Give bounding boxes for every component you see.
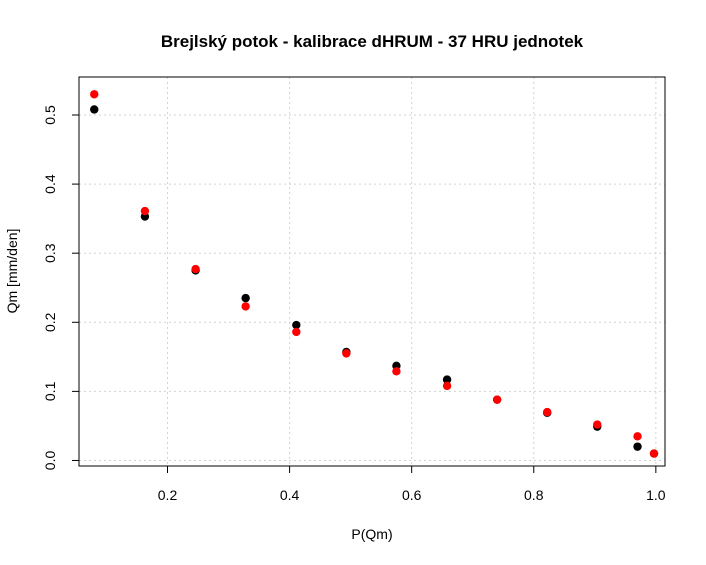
data-point-black <box>442 375 452 384</box>
y-tick-label: 0.5 <box>42 105 58 125</box>
data-point-black <box>90 105 99 114</box>
x-tick-label: 0.6 <box>402 487 422 503</box>
data-point-red <box>292 327 301 337</box>
data-point-red <box>542 407 552 417</box>
data-point-red <box>191 264 200 274</box>
data-point-red <box>392 367 401 376</box>
y-tick-label: 0.1 <box>42 381 58 401</box>
y-tick-label: 0.4 <box>42 174 58 194</box>
x-tick-label: 0.8 <box>524 487 544 503</box>
data-point-red <box>492 395 502 404</box>
x-tick-label: 0.2 <box>158 487 178 503</box>
y-tick-label: 0.0 <box>42 451 58 471</box>
data-point-red <box>442 381 452 391</box>
plot-frame <box>78 76 666 467</box>
grid-lines <box>79 77 665 466</box>
x-tick-label: 0.4 <box>280 487 300 503</box>
data-point-red <box>241 302 250 311</box>
data-point-red <box>593 420 602 429</box>
data-points <box>90 90 659 458</box>
data-point-red <box>342 349 351 358</box>
y-axis-label: Qm [mm/den] <box>4 229 20 314</box>
data-point-red <box>140 206 150 216</box>
y-tick-label: 0.3 <box>42 243 58 263</box>
axis-ticks: 0.2 0.4 0.6 0.8 1.0 0.0 0.1 0.2 0.3 0.4 0.5 <box>42 105 666 503</box>
data-point-black <box>292 320 301 330</box>
data-point-red <box>649 449 659 458</box>
y-tick-label: 0.2 <box>42 312 58 332</box>
data-point-red <box>633 432 642 441</box>
x-tick-label: 1.0 <box>646 487 666 503</box>
data-point-black <box>633 442 642 451</box>
x-axis-label: P(Qm) <box>351 526 392 542</box>
chart-title: Brejlský potok - kalibrace dHRUM - 37 HR… <box>161 32 584 51</box>
data-point-black <box>241 293 250 303</box>
data-point-red <box>90 90 99 99</box>
